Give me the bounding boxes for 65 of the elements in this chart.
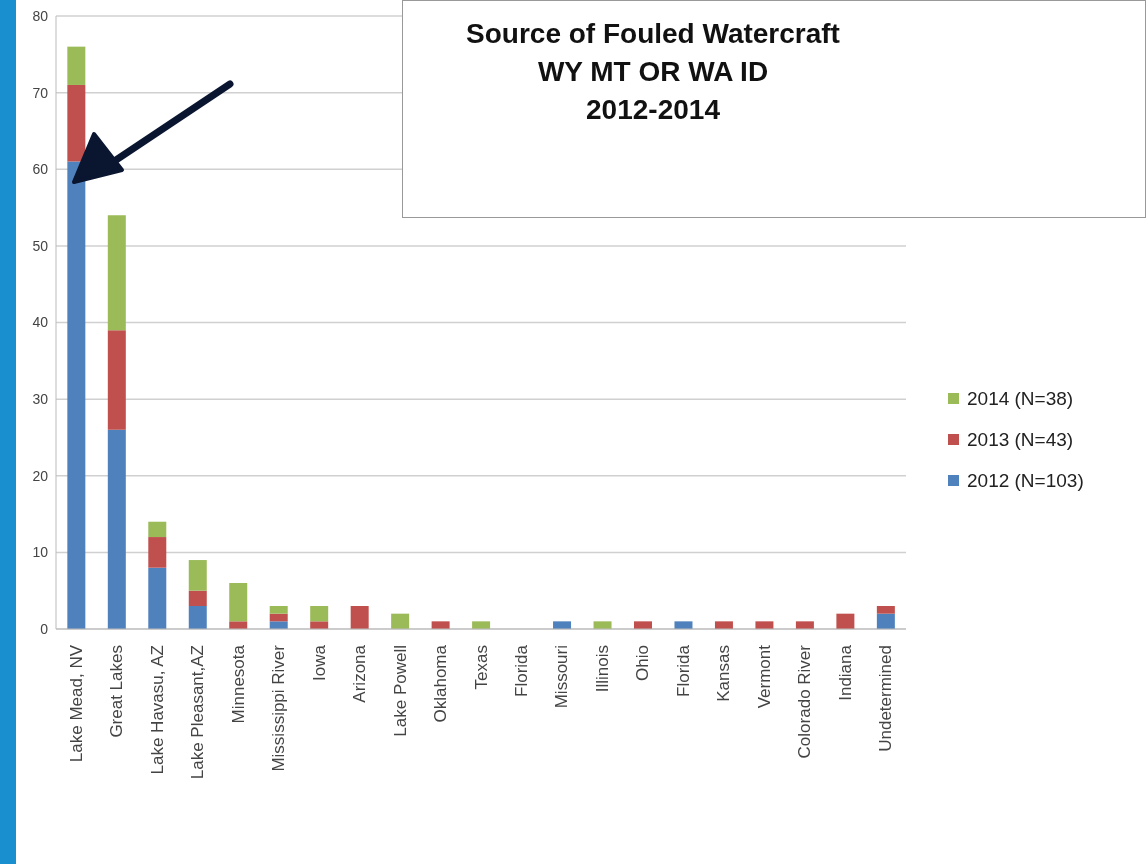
x-tick-label: Lake Powell — [390, 645, 410, 737]
x-tick-label: Kansas — [714, 645, 734, 702]
bar — [391, 613, 410, 629]
x-tick-label: Texas — [471, 645, 491, 690]
bar — [229, 621, 248, 629]
bar — [107, 330, 126, 430]
bar — [269, 613, 288, 622]
y-tick-label: 80 — [32, 7, 49, 24]
x-tick-label: Great Lakes — [107, 645, 127, 738]
bar — [755, 621, 774, 629]
bar — [876, 613, 895, 629]
x-tick-label: Ohio — [633, 645, 653, 681]
x-tick-label: Mississippi River — [269, 644, 289, 772]
x-tick-label: Oklahoma — [431, 644, 451, 723]
legend-label: 2014 (N=38) — [967, 387, 1074, 410]
bar — [188, 590, 207, 607]
x-tick-label: Illinois — [592, 645, 612, 693]
x-tick-label: Vermont — [754, 644, 774, 709]
bar — [188, 606, 207, 629]
bar — [553, 621, 572, 629]
bar — [674, 621, 693, 629]
y-tick-label: 50 — [32, 237, 49, 254]
bar — [67, 46, 86, 85]
bar — [310, 621, 329, 629]
x-tick-label: Undetermined — [876, 645, 896, 752]
y-tick-label: 40 — [32, 314, 49, 331]
bar — [269, 606, 288, 614]
x-tick-label: Iowa — [309, 644, 329, 681]
bar — [472, 621, 491, 629]
bar — [269, 621, 288, 629]
bar — [148, 567, 167, 629]
bar — [107, 215, 126, 331]
bar — [148, 537, 167, 568]
x-tick-label: Minnesota — [228, 644, 248, 724]
bar — [310, 606, 329, 622]
bar — [431, 621, 450, 629]
x-tick-label: Indiana — [835, 644, 855, 701]
bar — [350, 606, 369, 629]
legend-label: 2012 (N=103) — [967, 469, 1084, 492]
legend-label: 2013 (N=43) — [967, 428, 1074, 451]
y-tick-label: 70 — [32, 84, 49, 101]
x-tick-label: Missouri — [552, 645, 572, 709]
y-tick-label: 30 — [32, 391, 49, 408]
title-box: Source of Fouled Watercraft WY MT OR WA ID 2012-2014 — [402, 0, 1146, 218]
y-tick-label: 0 — [40, 620, 49, 637]
x-tick-label: Arizona — [350, 644, 370, 703]
x-tick-label: Florida — [511, 644, 531, 697]
x-tick-label: Lake Mead, NV — [66, 644, 86, 763]
x-tick-label: Florida — [673, 644, 693, 697]
bar — [593, 621, 612, 629]
bar — [148, 521, 167, 538]
bar — [188, 560, 207, 591]
y-tick-label: 60 — [32, 161, 49, 178]
bar — [795, 621, 814, 629]
bar — [836, 613, 855, 629]
x-tick-label: Colorado River — [795, 644, 815, 759]
bar — [714, 621, 733, 629]
bar — [876, 606, 895, 614]
bar — [634, 621, 652, 629]
y-tick-label: 20 — [32, 467, 49, 484]
bar — [107, 429, 126, 629]
bar — [229, 583, 248, 622]
y-tick-label: 10 — [32, 544, 49, 561]
x-tick-label: Lake Havasu, AZ — [147, 645, 167, 775]
x-tick-label: Lake Pleasant,AZ — [188, 645, 208, 780]
